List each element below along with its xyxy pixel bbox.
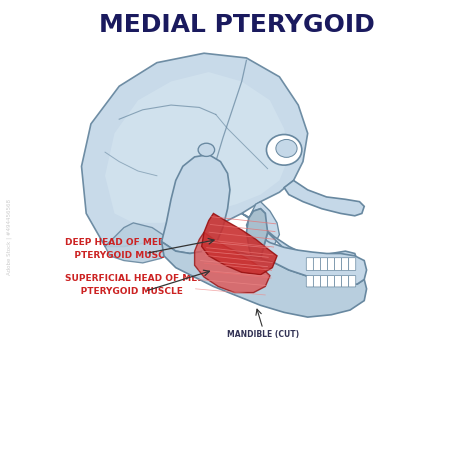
Ellipse shape bbox=[266, 135, 302, 165]
Ellipse shape bbox=[198, 143, 215, 156]
Polygon shape bbox=[242, 213, 357, 270]
Polygon shape bbox=[162, 242, 366, 317]
FancyBboxPatch shape bbox=[335, 276, 342, 287]
Polygon shape bbox=[249, 209, 366, 284]
Polygon shape bbox=[82, 53, 308, 246]
Text: MANDIBLE (CUT): MANDIBLE (CUT) bbox=[227, 330, 299, 339]
Text: DEEP HEAD OF MEDIAL
   PTERYGOID MUSCLE: DEEP HEAD OF MEDIAL PTERYGOID MUSCLE bbox=[65, 238, 182, 260]
FancyBboxPatch shape bbox=[306, 258, 313, 271]
FancyBboxPatch shape bbox=[342, 276, 349, 287]
Polygon shape bbox=[162, 155, 230, 254]
FancyBboxPatch shape bbox=[313, 258, 320, 271]
Polygon shape bbox=[246, 209, 268, 258]
FancyBboxPatch shape bbox=[313, 276, 320, 287]
Polygon shape bbox=[195, 232, 270, 292]
FancyBboxPatch shape bbox=[349, 276, 356, 287]
FancyBboxPatch shape bbox=[342, 258, 349, 271]
FancyBboxPatch shape bbox=[320, 276, 328, 287]
FancyBboxPatch shape bbox=[328, 276, 335, 287]
Ellipse shape bbox=[276, 139, 297, 157]
Polygon shape bbox=[246, 201, 279, 249]
FancyBboxPatch shape bbox=[349, 258, 356, 271]
Polygon shape bbox=[105, 223, 171, 263]
FancyBboxPatch shape bbox=[328, 258, 335, 271]
Polygon shape bbox=[201, 213, 277, 275]
Text: SUPERFICIAL HEAD OF MEDIAL
     PTERYGOID MUSCLE: SUPERFICIAL HEAD OF MEDIAL PTERYGOID MUS… bbox=[65, 274, 221, 296]
Polygon shape bbox=[284, 181, 364, 216]
FancyBboxPatch shape bbox=[335, 258, 342, 271]
Polygon shape bbox=[105, 72, 289, 223]
Text: Adobe Stock | #494456568: Adobe Stock | #494456568 bbox=[6, 199, 11, 275]
Text: MEDIAL PTERYGOID: MEDIAL PTERYGOID bbox=[99, 13, 375, 37]
FancyBboxPatch shape bbox=[320, 258, 328, 271]
FancyBboxPatch shape bbox=[306, 276, 313, 287]
